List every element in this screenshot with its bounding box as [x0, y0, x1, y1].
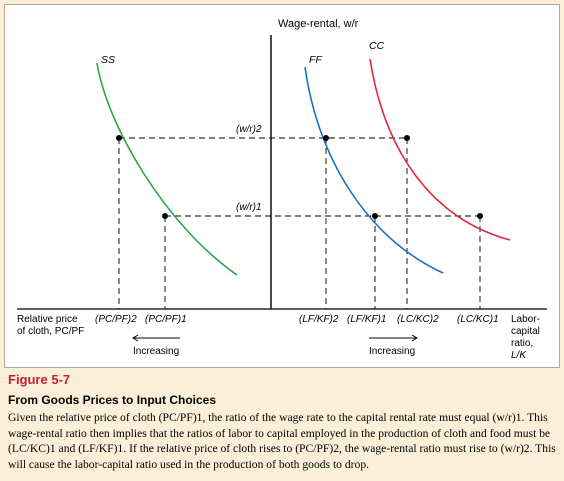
- x-label-right-line4: L/K: [511, 350, 527, 361]
- cc-level2-point: [404, 135, 410, 141]
- cc-level1-point: [477, 213, 483, 219]
- tick-pc-pf-1: (PC/PF)1: [145, 314, 187, 325]
- x-label-left-line1: Relative price: [17, 314, 78, 325]
- ss-level2-point: [116, 135, 122, 141]
- ss-label: SS: [101, 54, 115, 66]
- figure-label: Figure 5-7: [8, 372, 71, 387]
- x-label-right-line1: Labor-: [511, 314, 540, 325]
- figure-caption-body: Given the relative price of cloth (PC/PF…: [8, 411, 556, 471]
- ff-level2-point: [323, 135, 329, 141]
- intersection-points: [116, 135, 483, 219]
- tick-pc-pf-2: (PC/PF)2: [95, 314, 137, 325]
- y-axis-label: Wage-rental, w/r: [278, 18, 359, 30]
- ff-level1-point: [372, 213, 378, 219]
- cc-label: CC: [369, 40, 385, 52]
- ff-label: FF: [309, 54, 322, 66]
- level2-label: (w/r)2: [236, 124, 262, 135]
- figure-title: From Goods Prices to Input Choices: [8, 393, 217, 407]
- left-arrow-label: Increasing: [133, 346, 179, 357]
- diagram-svg: Wage-rental, w/r SS FF CC (w/r)2 (w/r)1 …: [17, 18, 547, 361]
- ss-level1-point: [162, 213, 168, 219]
- left-arrow-head: [132, 334, 139, 342]
- tick-lc-kc-1: (LC/KC)1: [457, 314, 499, 325]
- tick-lf-kf-1: (LF/KF)1: [347, 314, 386, 325]
- right-arrow-label: Increasing: [369, 346, 415, 357]
- ss-curve: [96, 62, 238, 276]
- x-label-left-line2: of cloth, PC/PF: [17, 326, 84, 337]
- right-arrow-head: [411, 334, 418, 342]
- dashed-guides: [118, 137, 481, 309]
- caption: Figure 5-7 From Goods Prices to Input Ch…: [8, 372, 556, 472]
- x-label-right-line3: ratio,: [511, 338, 533, 349]
- x-label-right-line2: capital: [511, 326, 540, 337]
- ff-curve: [304, 66, 444, 274]
- level1-label: (w/r)1: [236, 202, 262, 213]
- tick-lf-kf-2: (LF/KF)2: [299, 314, 339, 325]
- cc-curve: [369, 58, 511, 241]
- tick-lc-kc-2: (LC/KC)2: [397, 314, 439, 325]
- diagram-panel: Wage-rental, w/r SS FF CC (w/r)2 (w/r)1 …: [4, 4, 560, 368]
